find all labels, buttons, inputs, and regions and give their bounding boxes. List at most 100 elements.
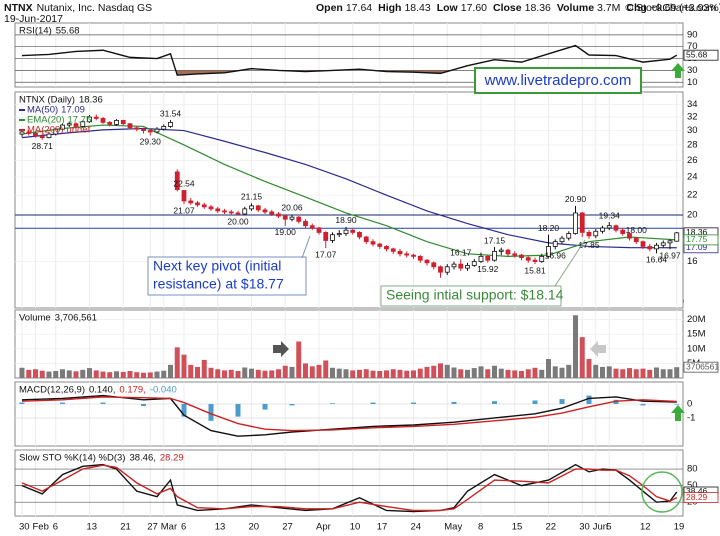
volume-bar xyxy=(573,315,578,378)
x-tick-label: 17 xyxy=(377,522,388,533)
x-tick-label: 27 xyxy=(282,522,293,533)
volume-bar xyxy=(46,371,52,378)
price-annotation: 19.00 xyxy=(275,227,297,237)
up-arrow xyxy=(671,63,685,78)
quote-value: +0.69 (+3.93%) xyxy=(650,2,720,14)
x-tick-label: Feb xyxy=(33,522,49,533)
volume-bar xyxy=(222,370,227,378)
y-tick-label: 15M xyxy=(687,329,706,340)
histogram-bar xyxy=(141,403,146,407)
legend-value: -0.040 xyxy=(150,385,177,396)
volume-bar xyxy=(276,369,281,378)
volume-bar xyxy=(201,359,207,378)
price-annotation: 20.06 xyxy=(281,203,303,213)
price-annotation: 21.15 xyxy=(241,192,263,202)
price-annotation: 16.17 xyxy=(450,248,472,258)
volume-bar xyxy=(336,368,342,378)
candle-body xyxy=(606,225,612,229)
candle-body xyxy=(181,190,187,202)
candle-body xyxy=(127,123,133,129)
volume-bar xyxy=(667,369,673,378)
candle-body xyxy=(431,262,437,268)
price-annotation: 17.15 xyxy=(484,235,506,245)
volume-bar xyxy=(444,364,450,378)
candle-body xyxy=(107,121,113,125)
candle-body xyxy=(215,208,221,212)
x-tick-label: 30 xyxy=(579,522,590,533)
quote-label: Low xyxy=(437,2,459,14)
x-tick-label: 15 xyxy=(512,522,523,533)
x-tick-label: Jun xyxy=(593,522,608,533)
x-tick-label: 8 xyxy=(478,522,483,533)
pivot-text: resistance) at $18.77 xyxy=(153,276,284,292)
candle-body xyxy=(654,244,659,250)
histogram-bar xyxy=(289,403,295,406)
legend-value: 17.09 xyxy=(61,105,85,116)
volume-bar xyxy=(73,371,79,378)
quote-label: High xyxy=(378,2,401,14)
candle-body xyxy=(566,233,572,239)
candle-body xyxy=(512,253,518,256)
volume-bar xyxy=(417,368,423,378)
volume-bar xyxy=(39,370,45,378)
volume-bar xyxy=(33,369,38,378)
credit: © StockCharts.com xyxy=(625,2,716,14)
candle-body xyxy=(262,209,268,213)
candle-body xyxy=(336,233,342,236)
legend-value: 55.68 xyxy=(56,26,80,37)
candle-body xyxy=(276,213,281,217)
indicator-line xyxy=(21,44,678,76)
symbol: NTNX xyxy=(4,2,33,14)
volume-bar xyxy=(316,364,322,378)
volume-bar xyxy=(262,370,268,378)
volume-bar xyxy=(350,370,356,378)
price-annotation: 17.07 xyxy=(315,249,337,259)
candle-body xyxy=(573,212,578,234)
candle-body xyxy=(620,229,626,234)
y-tick-label: 90 xyxy=(687,29,698,40)
candle-body xyxy=(485,255,491,261)
candle-body xyxy=(26,131,32,134)
volume-bar xyxy=(559,367,565,378)
x-tick-label: 12 xyxy=(640,522,651,533)
volume-bar xyxy=(613,368,619,378)
volume-bar xyxy=(181,354,187,378)
quote-value: 3.7M xyxy=(597,2,620,14)
candle-body xyxy=(195,202,200,206)
candle-body xyxy=(154,128,160,133)
price-annotation: 16.97 xyxy=(659,251,681,261)
volume-bar xyxy=(87,368,92,378)
candle-body xyxy=(161,126,167,130)
candle-body xyxy=(269,211,275,215)
indicator-line xyxy=(21,464,678,512)
volume-bar xyxy=(195,366,200,378)
volume-bar xyxy=(485,369,491,378)
y-tick-label: 70 xyxy=(687,41,698,52)
legend-value: 18.36 xyxy=(79,95,103,106)
y-tick-label: 0 xyxy=(687,399,692,410)
histogram-bar xyxy=(586,395,592,404)
site-text: www.livetradepro.com xyxy=(484,72,632,89)
histogram-bar xyxy=(19,402,25,404)
y-tick-label: 10M xyxy=(687,343,706,354)
histogram-bar xyxy=(532,400,538,404)
histogram-bar xyxy=(370,402,376,404)
volume-bar xyxy=(411,370,416,378)
x-tick-label: 27 xyxy=(147,522,158,533)
x-tick-label: 24 xyxy=(411,522,422,533)
candle-body xyxy=(438,266,443,273)
histogram-bar xyxy=(492,401,497,404)
volume-bar xyxy=(431,365,437,378)
quote-value: 17.64 xyxy=(346,2,372,14)
candle-body xyxy=(87,116,92,123)
candle-body xyxy=(46,133,52,139)
y-tick-label: 30 xyxy=(687,125,698,136)
candle-body xyxy=(647,246,653,250)
x-tick-label: Mar xyxy=(161,522,177,533)
candle-body xyxy=(289,216,295,220)
candle-body xyxy=(357,231,362,238)
candle-body xyxy=(586,231,592,237)
volume-bar xyxy=(633,369,639,378)
volume-bar xyxy=(66,370,72,378)
